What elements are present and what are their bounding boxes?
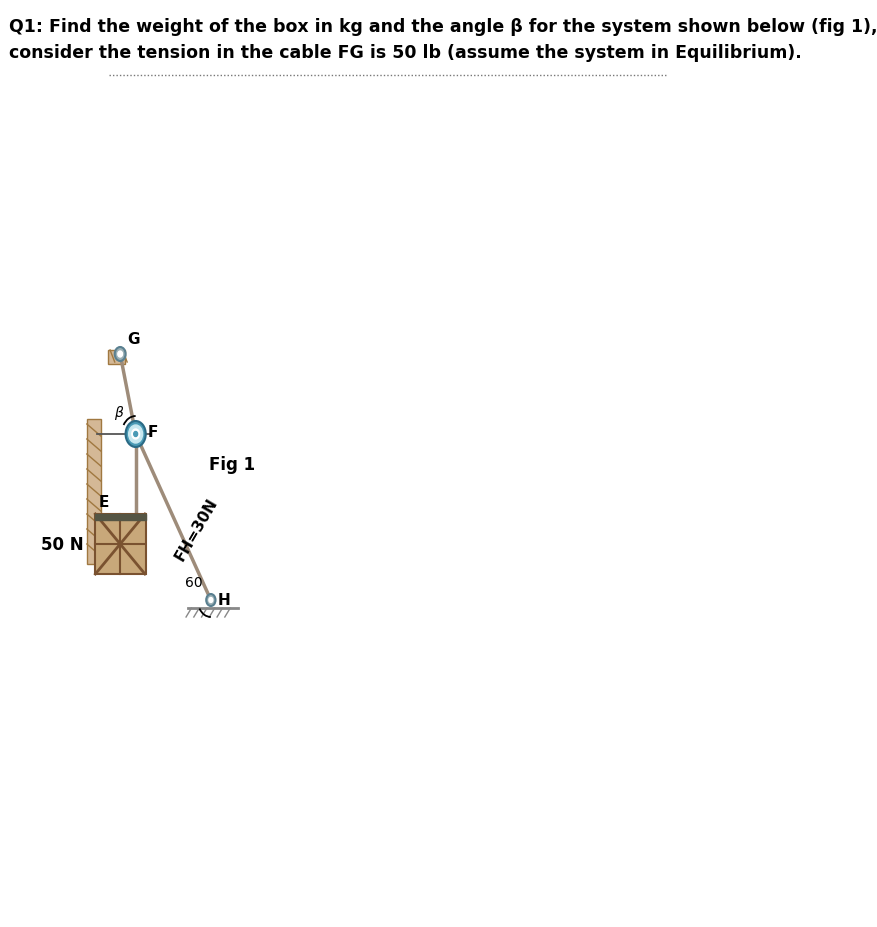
Text: G: G bbox=[127, 332, 139, 347]
Circle shape bbox=[206, 594, 215, 606]
Text: E: E bbox=[98, 494, 109, 510]
Circle shape bbox=[209, 598, 212, 603]
Text: F: F bbox=[148, 425, 158, 440]
Circle shape bbox=[132, 429, 139, 439]
Text: FH=30N: FH=30N bbox=[172, 496, 220, 564]
Text: H: H bbox=[217, 593, 231, 608]
Circle shape bbox=[133, 432, 138, 437]
Circle shape bbox=[115, 348, 125, 362]
Bar bbox=[108, 350, 125, 364]
Text: 50 N: 50 N bbox=[41, 536, 84, 553]
Bar bbox=[96, 514, 146, 575]
Bar bbox=[96, 514, 146, 520]
Text: β: β bbox=[114, 405, 123, 420]
Circle shape bbox=[125, 422, 146, 448]
Bar bbox=[87, 420, 101, 565]
Circle shape bbox=[118, 351, 123, 358]
Circle shape bbox=[129, 425, 142, 443]
Text: Q1: Find the weight of the box in kg and the angle β for the system shown below : Q1: Find the weight of the box in kg and… bbox=[10, 18, 877, 36]
Text: Fig 1: Fig 1 bbox=[209, 455, 255, 474]
Text: 60: 60 bbox=[185, 576, 203, 590]
Text: consider the tension in the cable FG is 50 lb (assume the system in Equilibrium): consider the tension in the cable FG is … bbox=[10, 44, 801, 62]
